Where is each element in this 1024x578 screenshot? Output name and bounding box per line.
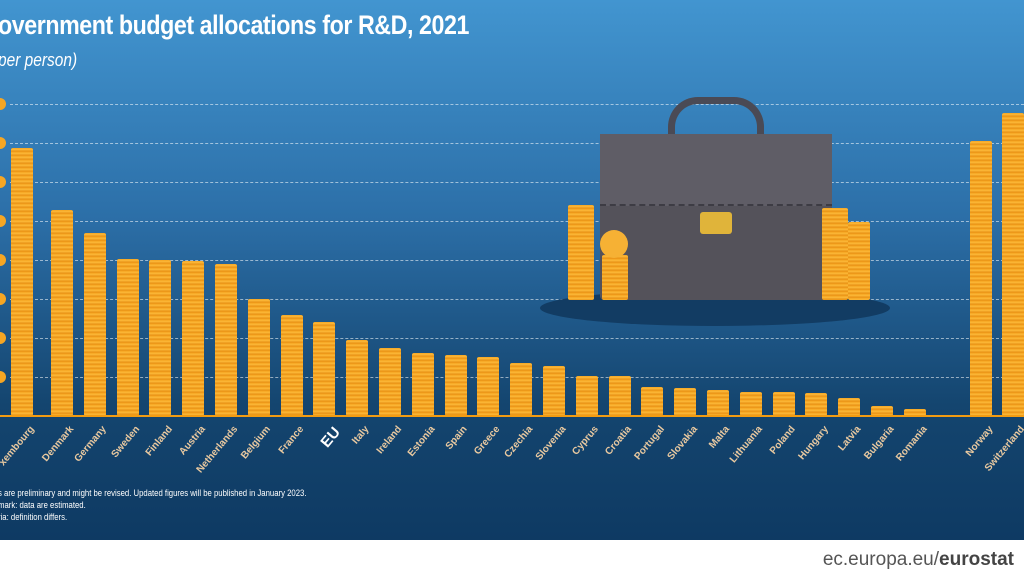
x-tick-label: Hungary (796, 424, 831, 463)
bar-denmark (51, 210, 73, 416)
bar-netherlands (215, 263, 237, 416)
bar-spain (444, 355, 467, 416)
x-tick-label: Germany (72, 424, 110, 465)
bar-cyprus (575, 375, 598, 416)
footnote-3: ria: definition differs. (0, 512, 68, 522)
bar-romania (903, 408, 926, 416)
x-tick-label: Spain (444, 424, 471, 452)
x-tick-label: Malta (707, 424, 733, 451)
bar-bulgaria (871, 405, 893, 416)
x-tick-label: EU (317, 424, 344, 451)
y-tick-marker (0, 215, 6, 227)
x-tick-label: Italy (350, 424, 372, 447)
x-tick-label: Belgium (239, 424, 274, 462)
bar-estonia (411, 352, 434, 416)
gridline (10, 260, 1024, 261)
y-tick-marker (0, 176, 6, 188)
bar-slovakia (674, 387, 697, 416)
x-tick-label: Bulgaria (862, 424, 897, 462)
gridline (10, 143, 1024, 144)
bar-eu (313, 322, 336, 416)
x-tick-label: Czechia (502, 424, 536, 461)
chart-panel: xembourg Denmark Germany Sweden Finland Austr… (0, 0, 1024, 540)
bar-chart: xembourg Denmark Germany Sweden Finland Austr… (0, 98, 1024, 475)
y-tick-marker (0, 293, 6, 305)
bar-greece (477, 357, 500, 416)
x-tick-label: Cyprus (570, 424, 602, 458)
x-tick-label: Poland (768, 424, 799, 457)
bar-sweden (116, 258, 139, 416)
bar-portugal (641, 387, 664, 416)
x-tick-label: Slovenia (533, 424, 569, 463)
x-tick-label: Estonia (405, 424, 438, 459)
x-tick-label: France (276, 424, 307, 457)
footnote-2: mark: data are estimated. (0, 500, 86, 510)
bar-hungary (805, 392, 828, 416)
x-tick-label: Latvia (836, 424, 864, 454)
x-tick-label: Lithuania (728, 424, 766, 466)
bar-czechia (510, 362, 533, 416)
gridline (10, 299, 1024, 300)
y-tick-marker (0, 371, 6, 383)
bar-lithuania (739, 391, 762, 416)
x-tick-label: Sweden (109, 424, 143, 461)
bar-luxembourg (11, 148, 33, 416)
x-tick-label: Greece (472, 424, 503, 458)
bar-belgium (247, 299, 270, 416)
source-brand: eurostat (939, 549, 1014, 570)
bar-switzerland (1002, 112, 1024, 416)
gridline (10, 221, 1024, 222)
bar-austria (182, 261, 205, 416)
bar-germany (83, 233, 106, 416)
bar-malta (707, 389, 729, 416)
x-tick-label: Austria (177, 424, 208, 458)
bar-ireland (379, 348, 401, 416)
gridline (10, 104, 1024, 105)
source-prefix: ec.europa.eu/ (822, 549, 940, 570)
bar-finland (149, 260, 172, 416)
source-link[interactable]: ec.europa.eu/eurostat (823, 549, 1014, 571)
x-tick-label: Finland (143, 424, 175, 459)
y-tick-marker (0, 254, 6, 266)
y-tick-marker (0, 137, 6, 149)
x-tick-label: Portugal (632, 424, 667, 463)
bar-norway (970, 141, 992, 416)
bar-latvia (838, 398, 861, 416)
x-tick-label: Denmark (40, 424, 77, 464)
x-tick-label: Romania (893, 424, 930, 464)
x-axis-baseline (0, 415, 1024, 417)
x-tick-label: xembourg (0, 424, 37, 469)
x-tick-label: Slovakia (665, 424, 700, 463)
x-tick-label: Croatia (603, 424, 635, 458)
gridline (10, 338, 1024, 339)
x-tick-label: Norway (963, 424, 996, 459)
x-tick-label: Ireland (374, 424, 405, 457)
chart-subtitle: per person) (0, 50, 78, 70)
bar-poland (772, 391, 795, 416)
y-tick-marker (0, 98, 6, 110)
y-tick-marker (0, 332, 6, 344)
footnote-1: s are preliminary and might be revised. … (0, 488, 307, 498)
bar-italy (346, 339, 369, 416)
chart-title: overnment budget allocations for R&D, 20… (0, 10, 469, 40)
bar-france (280, 314, 303, 416)
gridline (10, 182, 1024, 183)
bar-croatia (608, 375, 631, 416)
bar-slovenia (543, 366, 565, 416)
